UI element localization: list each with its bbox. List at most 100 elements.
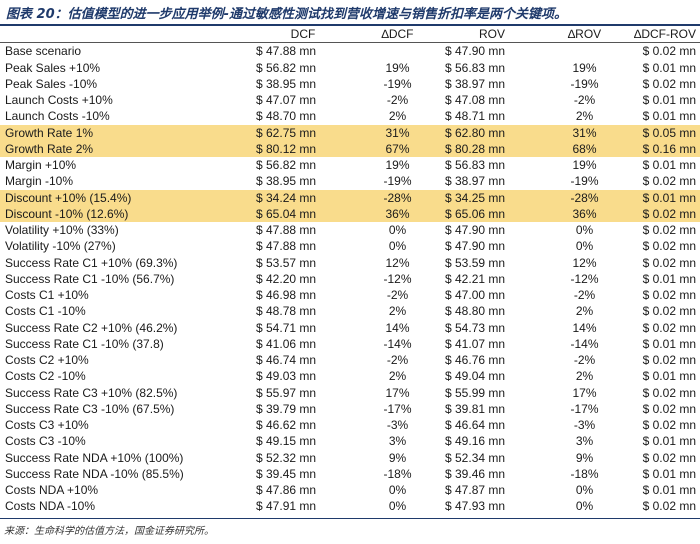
dcf-cell: $ 46.98 mn	[256, 288, 317, 303]
rov-cell: $ 47.90 mn	[445, 44, 506, 59]
delta-rov-cell: -14%	[570, 336, 599, 351]
delta-dcf-rov-cell: $ 0.01 mn	[642, 336, 696, 351]
delta-rov-cell: 0%	[575, 239, 594, 254]
table-row: Success Rate NDA -10% (85.5%) $ 39.45 mn -…	[0, 466, 700, 482]
rov-cell: $ 47.90 mn	[445, 239, 506, 254]
scenario-cell: Costs NDA +10%	[5, 483, 99, 498]
scenario-cell: Launch Costs -10%	[5, 109, 110, 124]
delta-dcf-rov-cell: $ 0.02 mn	[642, 304, 696, 319]
delta-rov-cell: 2%	[575, 369, 594, 384]
table-row: Success Rate C1 -10% (56.7%) $ 42.20 mn -1…	[0, 271, 700, 287]
header-delta-dcf-rov: ∆DCF-ROV	[627, 26, 700, 44]
delta-dcf-rov-cell: $ 0.02 mn	[642, 385, 696, 400]
delta-dcf-cell: -3%	[386, 418, 409, 433]
scenario-cell: Discount +10% (15.4%)	[0, 189, 253, 206]
delta-rov-cell: -17%	[570, 401, 599, 416]
dcf-cell: $ 38.95 mn	[256, 76, 317, 91]
delta-rov-cell: -19%	[570, 76, 599, 91]
table-row: Costs C1 +10% $ 46.98 mn -2% $ 47.00 mn -2% $…	[0, 287, 700, 303]
dcf-cell: $ 42.20 mn	[256, 271, 317, 286]
delta-rov-cell: 36%	[542, 205, 627, 222]
rov-cell: $ 38.97 mn	[445, 174, 506, 189]
table-row: Discount +10% (15.4%) $ 34.24 mn -28% $ 34.…	[0, 189, 700, 206]
dcf-cell: $ 47.88 mn	[256, 239, 317, 254]
delta-dcf-rov-cell: $ 0.01 mn	[642, 434, 696, 449]
rov-cell: $ 46.76 mn	[445, 353, 506, 368]
dcf-cell: $ 49.03 mn	[256, 369, 317, 384]
delta-dcf-rov-cell: $ 0.02 mn	[642, 44, 696, 59]
delta-rov-cell: -2%	[573, 288, 596, 303]
rov-cell: $ 65.06 mn	[442, 205, 542, 222]
delta-dcf-rov-cell: $ 0.01 mn	[642, 271, 696, 286]
rov-cell: $ 39.46 mn	[445, 466, 506, 481]
delta-dcf-rov-cell: $ 0.02 mn	[642, 353, 696, 368]
delta-dcf-cell: -2%	[386, 353, 409, 368]
rov-cell: $ 56.83 mn	[445, 158, 506, 173]
table-row: Costs C1 -10% $ 48.78 mn 2% $ 48.80 mn 2% $ 0…	[0, 303, 700, 319]
delta-dcf-cell: 12%	[385, 255, 410, 270]
delta-dcf-cell: -12%	[383, 271, 412, 286]
delta-rov-cell: 0%	[575, 499, 594, 514]
dcf-cell: $ 56.82 mn	[256, 158, 317, 173]
scenario-cell: Success Rate NDA -10% (85.5%)	[5, 466, 184, 481]
header-scenario	[0, 26, 253, 44]
delta-rov-cell: -2%	[573, 353, 596, 368]
header-delta-rov: ∆ROV	[542, 26, 627, 44]
title-divider	[0, 24, 700, 26]
delta-rov-cell: 2%	[575, 109, 594, 124]
table-row: Costs C2 +10% $ 46.74 mn -2% $ 46.76 mn -2% $…	[0, 352, 700, 368]
scenario-cell: Costs C3 +10%	[5, 418, 89, 433]
scenario-cell: Peak Sales +10%	[5, 60, 101, 75]
rov-cell: $ 48.71 mn	[445, 109, 506, 124]
scenario-cell: Volatility -10% (27%)	[5, 239, 116, 254]
dcf-cell: $ 39.79 mn	[256, 401, 317, 416]
dcf-cell: $ 34.24 mn	[253, 189, 353, 206]
delta-dcf-cell: 2%	[388, 369, 407, 384]
rov-cell: $ 48.80 mn	[445, 304, 506, 319]
table-row: Margin -10% $ 38.95 mn -19% $ 38.97 mn -19% $…	[0, 173, 700, 189]
delta-rov-cell: -2%	[573, 93, 596, 108]
delta-dcf-cell: 67%	[353, 140, 442, 157]
table-row: Launch Costs -10% $ 48.70 mn 2% $ 48.71 mn 2…	[0, 108, 700, 124]
delta-dcf-cell: -17%	[383, 401, 412, 416]
scenario-cell: Launch Costs +10%	[5, 93, 113, 108]
delta-dcf-rov-cell: $ 0.02 mn	[642, 401, 696, 416]
delta-dcf-cell: 0%	[388, 499, 407, 514]
delta-dcf-rov-cell: $ 0.02 mn	[642, 320, 696, 335]
delta-dcf-rov-cell: $ 0.01 mn	[642, 60, 696, 75]
dcf-cell: $ 65.04 mn	[253, 205, 353, 222]
delta-rov-cell: 12%	[572, 255, 597, 270]
table-row: Costs C3 -10% $ 49.15 mn 3% $ 49.16 mn 3% $ 0…	[0, 433, 700, 449]
figure-title-bar: 图表 20：估值模型的进一步应用举例-通过敏感性测试找到营收增速与销售折扣率是两…	[0, 0, 700, 24]
rov-cell: $ 55.99 mn	[445, 385, 506, 400]
scenario-cell: Success Rate C3 -10% (67.5%)	[5, 401, 175, 416]
table-row: Success Rate NDA +10% (100%) $ 52.32 mn 9%…	[0, 450, 700, 466]
rov-cell: $ 52.34 mn	[445, 450, 506, 465]
scenario-cell: Peak Sales -10%	[5, 76, 98, 91]
delta-dcf-cell: -2%	[386, 288, 409, 303]
scenario-cell: Costs C3 -10%	[5, 434, 86, 449]
scenario-cell: Success Rate NDA +10% (100%)	[5, 450, 184, 465]
table-row: Margin +10% $ 56.82 mn 19% $ 56.83 mn 19% $ 0…	[0, 157, 700, 173]
table-row: Success Rate C3 +10% (82.5%) $ 55.97 mn 17…	[0, 385, 700, 401]
delta-dcf-rov-cell: $ 0.02 mn	[642, 223, 696, 238]
rov-cell: $ 49.16 mn	[445, 434, 506, 449]
scenario-cell: Discount -10% (12.6%)	[0, 205, 253, 222]
scenario-cell: Margin -10%	[5, 174, 74, 189]
delta-dcf-cell: 36%	[353, 205, 442, 222]
delta-dcf-cell: 17%	[385, 385, 410, 400]
delta-dcf-cell: 2%	[388, 109, 407, 124]
scenario-cell: Costs NDA -10%	[5, 499, 96, 514]
dcf-cell: $ 47.88 mn	[256, 44, 317, 59]
delta-dcf-cell: 19%	[385, 158, 410, 173]
scenario-cell: Success Rate C1 +10% (69.3%)	[5, 255, 178, 270]
dcf-cell: $ 49.15 mn	[256, 434, 317, 449]
rov-cell: $ 38.97 mn	[445, 76, 506, 91]
delta-dcf-rov-cell: $ 0.02 mn	[642, 288, 696, 303]
delta-rov-cell: 31%	[542, 124, 627, 141]
dcf-cell: $ 80.12 mn	[253, 140, 353, 157]
delta-dcf-rov-cell: $ 0.16 mn	[627, 140, 700, 157]
table-row: Success Rate C2 +10% (46.2%) $ 54.71 mn 14…	[0, 320, 700, 336]
delta-dcf-rov-cell: $ 0.01 mn	[642, 158, 696, 173]
rov-cell: $ 62.80 mn	[442, 124, 542, 141]
